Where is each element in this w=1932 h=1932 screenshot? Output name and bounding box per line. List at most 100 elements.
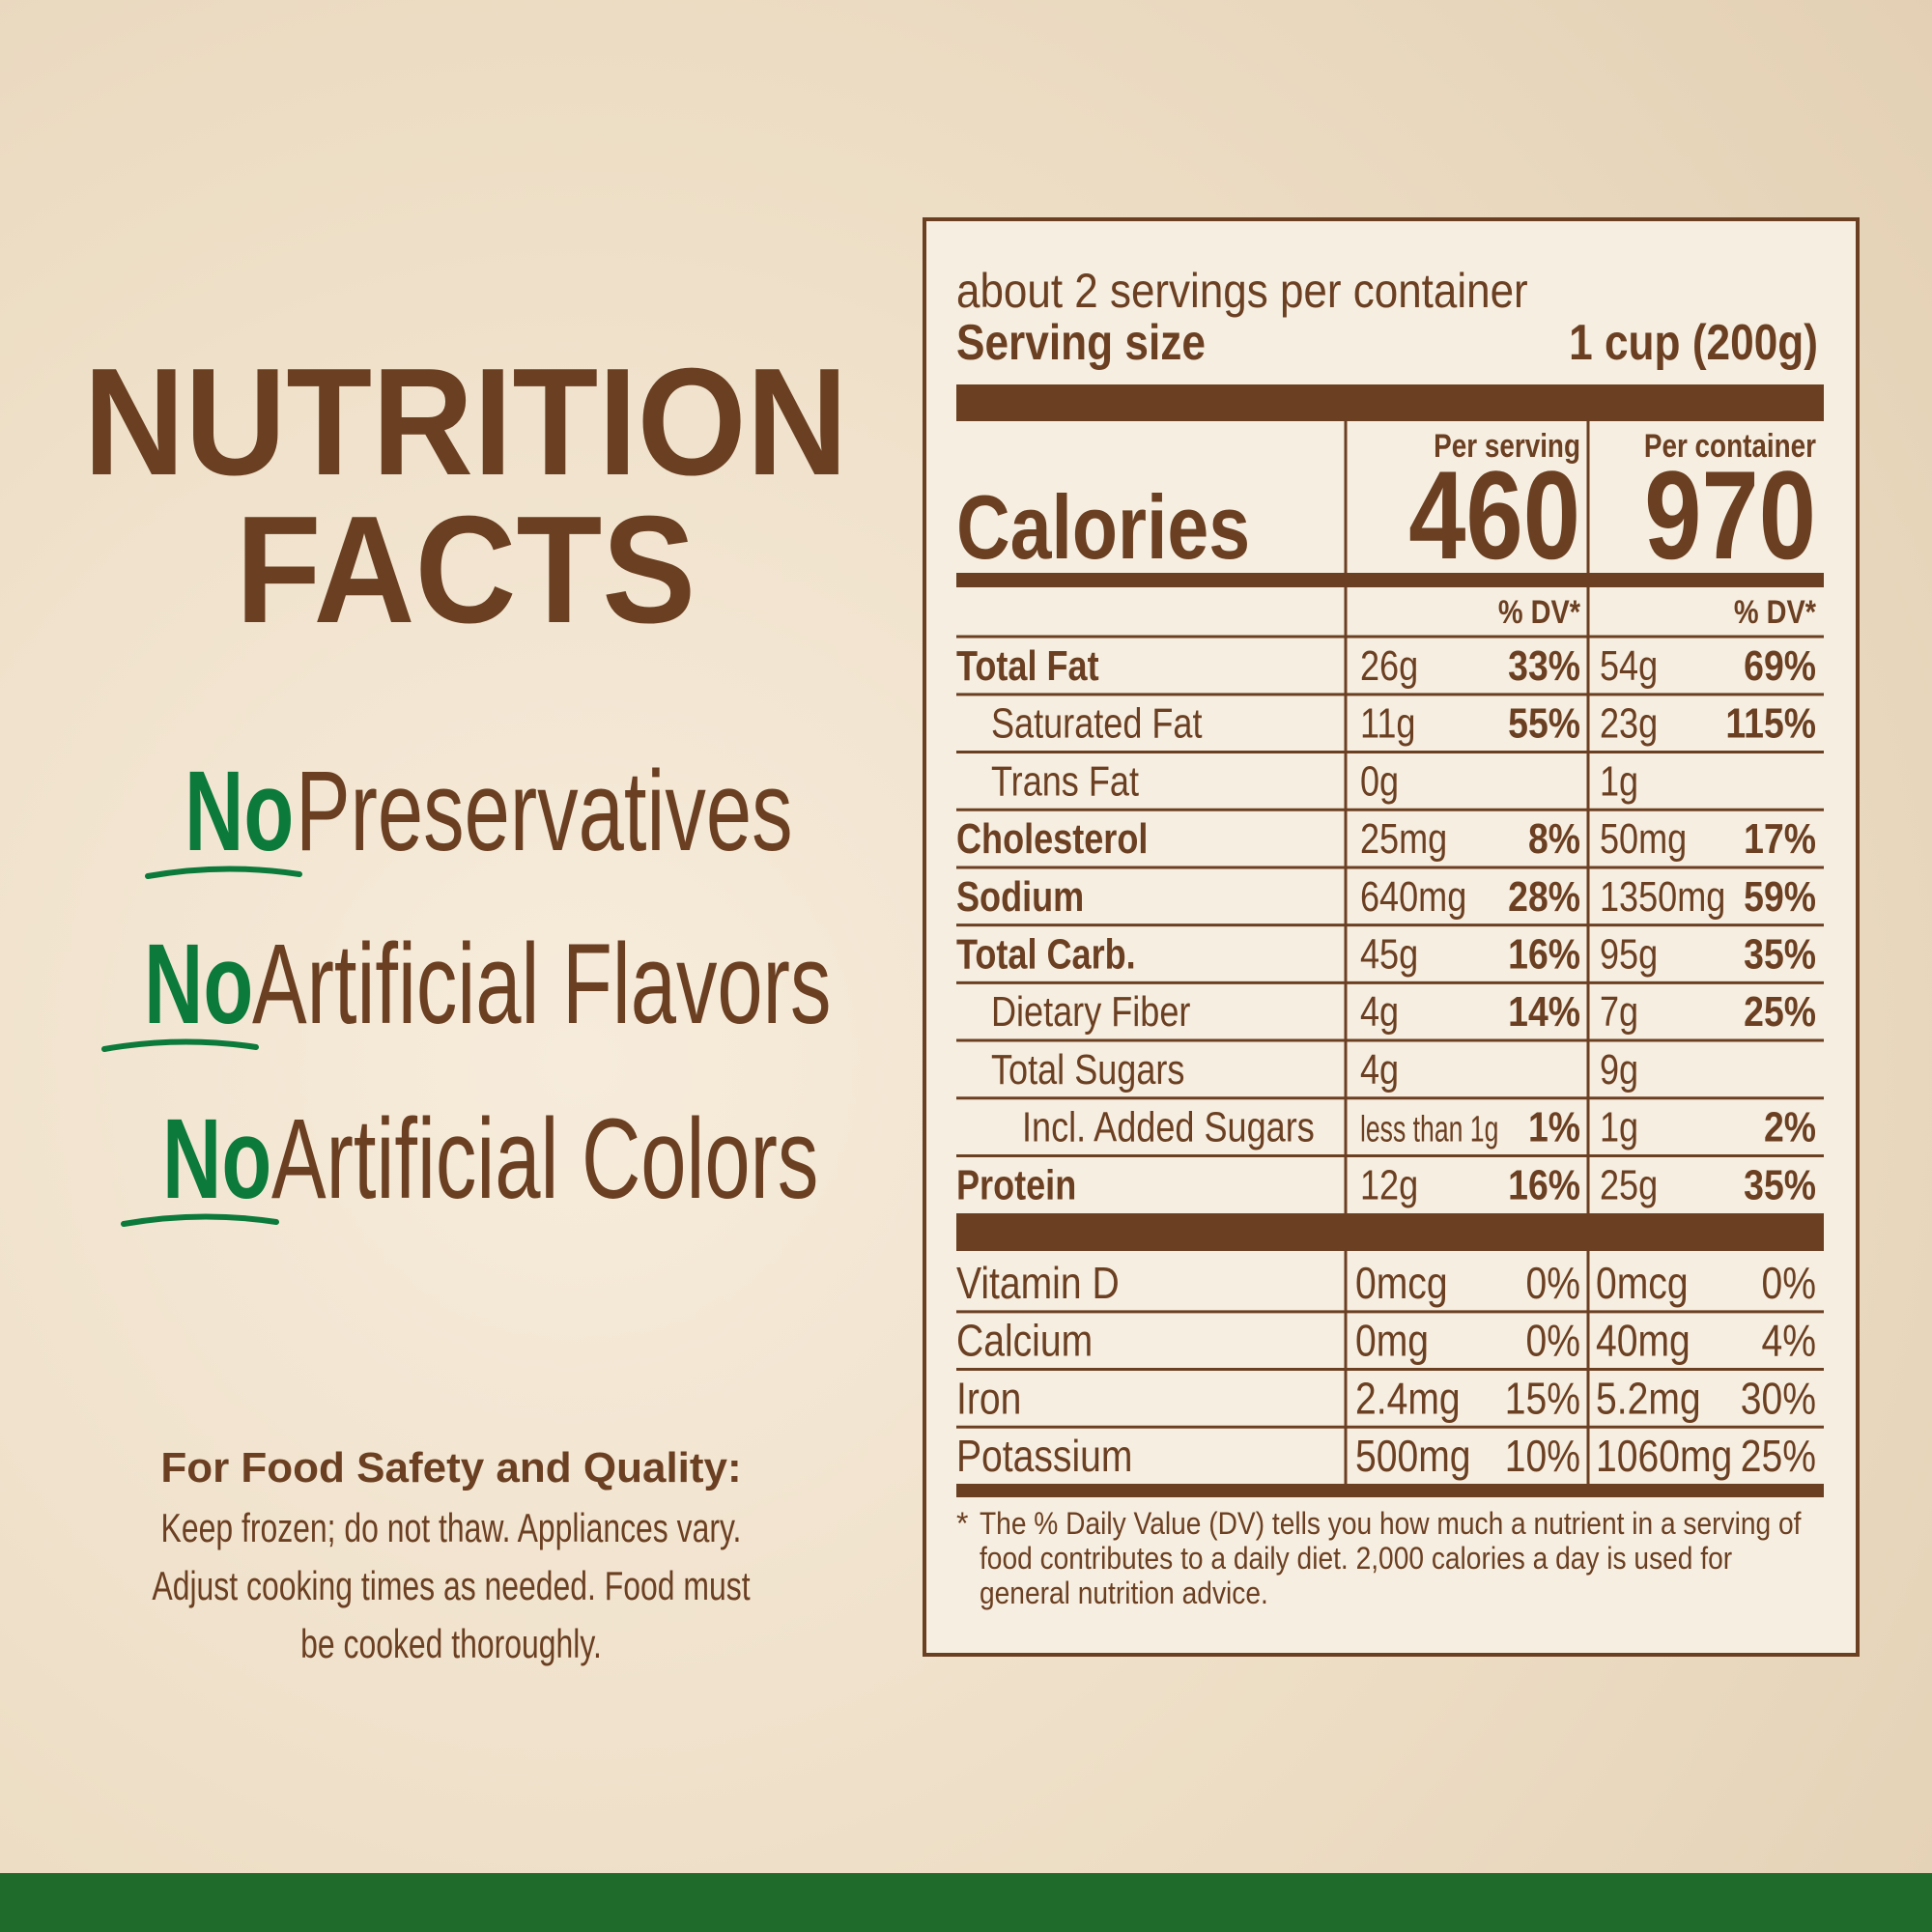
daily-value: 115%	[1725, 699, 1816, 748]
daily-value: 35%	[1744, 930, 1816, 979]
daily-value: 0%	[1761, 1259, 1816, 1309]
calories-value: 460	[1408, 445, 1580, 585]
serving-size: 1 cup (200g)	[1569, 315, 1818, 371]
footnote-mark: *	[956, 1506, 968, 1541]
footnote: food contributes to a daily diet. 2,000 …	[980, 1542, 1732, 1576]
daily-value: 0%	[1525, 1317, 1580, 1367]
serving-size-label: Serving size	[956, 315, 1206, 371]
thick-bar	[956, 384, 1824, 421]
nutrient-name: Protein	[956, 1161, 1076, 1208]
nutrient-name: Total Carb.	[956, 930, 1136, 978]
amount: 25mg	[1360, 815, 1447, 863]
claim-no: No	[185, 747, 294, 874]
daily-value: 59%	[1744, 872, 1816, 921]
vitamin-name: Potassium	[956, 1432, 1132, 1482]
per-container-header: Per container	[1644, 427, 1816, 464]
amount: less than 1g	[1360, 1108, 1498, 1150]
amount: 40mg	[1596, 1317, 1690, 1367]
dv-header: % DV*	[1734, 593, 1817, 631]
daily-value: 17%	[1744, 814, 1816, 863]
per-serving-header: Per serving	[1434, 427, 1580, 464]
daily-value: 55%	[1508, 699, 1580, 748]
amount: 50mg	[1600, 815, 1687, 863]
heading: FACTS	[236, 485, 696, 655]
claim-no: No	[144, 920, 253, 1047]
nutrient-name: Cholesterol	[956, 815, 1148, 863]
amount: 11g	[1360, 699, 1416, 747]
daily-value: 33%	[1508, 641, 1580, 690]
amount: 54g	[1600, 642, 1658, 690]
daily-value: 28%	[1508, 872, 1580, 921]
thick-bar	[956, 1213, 1824, 1251]
amount: 0mg	[1355, 1317, 1429, 1367]
daily-value: 30%	[1741, 1374, 1816, 1424]
daily-value: 8%	[1528, 814, 1580, 863]
calories-value: 970	[1644, 445, 1816, 585]
claim-no: No	[162, 1094, 271, 1222]
nutrient-name: Saturated Fat	[991, 699, 1203, 747]
vitamin-name: Iron	[956, 1374, 1021, 1424]
daily-value: 69%	[1744, 641, 1816, 690]
amount: 4g	[1360, 988, 1399, 1036]
daily-value: 25%	[1744, 987, 1816, 1036]
amount: 0mcg	[1596, 1259, 1689, 1309]
safety-line: be cooked thoroughly.	[300, 1621, 602, 1666]
daily-value: 15%	[1505, 1374, 1580, 1424]
amount: 7g	[1600, 988, 1638, 1036]
calories-label: Calories	[956, 477, 1250, 579]
amount: 640mg	[1360, 872, 1466, 920]
amount: 45g	[1360, 930, 1418, 978]
daily-value: 4%	[1761, 1317, 1816, 1367]
amount: 23g	[1600, 699, 1658, 747]
heading: NUTRITION	[83, 337, 847, 507]
vitamin-name: Calcium	[956, 1317, 1093, 1367]
daily-value: 16%	[1508, 930, 1580, 979]
claim-underline	[121, 1213, 279, 1227]
nutrient-name: Dietary Fiber	[991, 988, 1190, 1036]
daily-value: 16%	[1508, 1160, 1580, 1208]
safety-title: For Food Safety and Quality:	[160, 1444, 741, 1492]
claim-text: Preservatives	[296, 747, 793, 874]
amount: 4g	[1360, 1046, 1399, 1094]
servings: about 2 servings per container	[956, 263, 1528, 317]
amount: 26g	[1360, 642, 1418, 690]
nutrient-name: Sodium	[956, 872, 1084, 920]
medium-bar	[956, 1484, 1824, 1497]
amount: 0g	[1360, 757, 1399, 805]
nutrient-name: Trans Fat	[991, 757, 1139, 805]
amount: 12g	[1360, 1161, 1418, 1208]
footnote: general nutrition advice.	[980, 1577, 1268, 1610]
bottom-band	[0, 1873, 1932, 1932]
safety-line: Keep frozen; do not thaw. Appliances var…	[161, 1505, 742, 1550]
nutrient-name: Total Fat	[956, 642, 1099, 690]
amount: 500mg	[1355, 1432, 1471, 1482]
daily-value: 0%	[1525, 1259, 1580, 1309]
medium-bar	[956, 573, 1824, 587]
safety-line: Adjust cooking times as needed. Food mus…	[152, 1563, 751, 1608]
claim-text: Artificial Flavors	[252, 920, 831, 1047]
claim-underline	[145, 866, 302, 879]
daily-value: 25%	[1741, 1432, 1816, 1482]
daily-value: 35%	[1744, 1160, 1816, 1208]
amount: 95g	[1600, 930, 1658, 978]
daily-value: 14%	[1508, 987, 1580, 1036]
amount: 1g	[1600, 1103, 1638, 1151]
nutrient-name: Incl. Added Sugars	[1022, 1103, 1315, 1151]
amount: 25g	[1600, 1161, 1658, 1208]
daily-value: 2%	[1764, 1103, 1816, 1151]
amount: 0mcg	[1355, 1259, 1448, 1309]
amount: 1350mg	[1600, 872, 1725, 920]
daily-value: 10%	[1505, 1432, 1580, 1482]
label-box	[923, 217, 1860, 1657]
dv-header: % DV*	[1498, 593, 1581, 631]
daily-value: 1%	[1528, 1103, 1580, 1151]
vitamin-name: Vitamin D	[956, 1259, 1120, 1309]
amount: 9g	[1600, 1046, 1638, 1094]
amount: 2.4mg	[1355, 1374, 1461, 1424]
footnote: The % Daily Value (DV) tells you how muc…	[980, 1507, 1802, 1541]
claim-underline	[101, 1038, 259, 1052]
nutrient-name: Total Sugars	[991, 1046, 1184, 1094]
amount: 1g	[1600, 757, 1638, 805]
